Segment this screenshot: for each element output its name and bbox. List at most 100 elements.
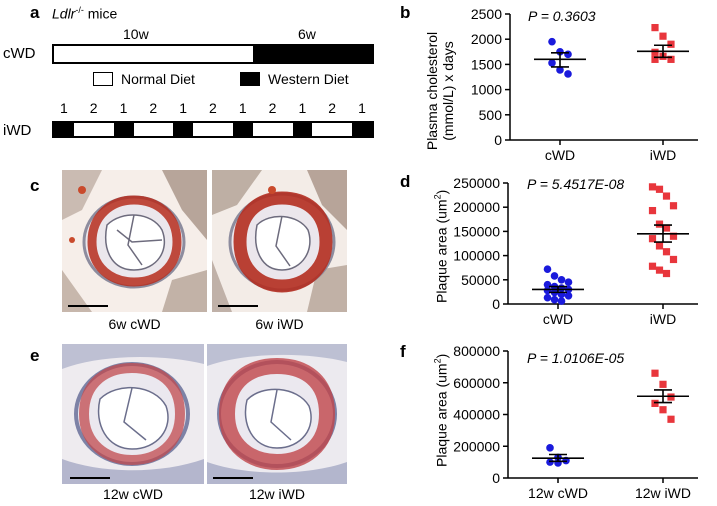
data-point	[648, 235, 657, 243]
panel-a-label: a	[30, 3, 40, 22]
chart-b-ylabel-line1: Plasma cholesterol	[424, 31, 440, 151]
data-point	[648, 206, 657, 215]
data-point	[564, 291, 573, 300]
histology-6w-iwd-image	[212, 170, 347, 312]
data-point	[662, 192, 671, 200]
data-point	[543, 265, 552, 273]
cwd-row-label: cWD	[3, 45, 36, 62]
data-point	[667, 415, 675, 423]
data-point	[655, 185, 664, 193]
iwd-western-segment	[173, 123, 194, 136]
caption-12w-iwd: 12w iWD	[248, 486, 305, 502]
iwd-western-segment	[113, 123, 134, 136]
data-point	[543, 293, 552, 302]
legend-normal-label: Normal Diet	[121, 71, 195, 87]
y-tick-label: 50000	[461, 272, 500, 288]
data-point	[655, 220, 664, 228]
data-point	[564, 70, 572, 78]
panel-e-label: e	[30, 346, 40, 365]
y-tick-label: 200000	[453, 199, 500, 215]
iwd-week-label: 2	[268, 100, 277, 116]
data-point	[557, 276, 566, 284]
mouse-strain-title: Ldlr-/- mice	[52, 5, 117, 22]
data-point	[659, 406, 667, 414]
data-point	[651, 24, 659, 32]
data-point	[667, 55, 675, 63]
chart-b-ylabel: Plasma cholesterol (mmol/L) x days	[424, 26, 456, 156]
y-tick-label: 500	[479, 107, 503, 123]
mouse-strain-suffix: mice	[83, 5, 118, 22]
data-point	[669, 255, 678, 264]
iwd-normal-segment	[312, 123, 353, 136]
y-tick-label: 600000	[453, 375, 500, 391]
data-point	[667, 40, 675, 48]
data-point	[648, 183, 657, 191]
data-point	[659, 380, 667, 388]
chart-d-pvalue-text: P = 5.4517E-08	[527, 176, 625, 192]
caption-12w-cwd: 12w cWD	[103, 486, 163, 502]
mouse-strain-genotype: -/-	[75, 5, 84, 15]
data-point	[669, 232, 678, 240]
iwd-normal-segment	[193, 123, 233, 136]
chart-f-pvalue: P = 1.0106E-05	[527, 350, 624, 366]
chart-b-pvalue: P = 0.3603	[528, 8, 596, 24]
y-tick-label: 1000	[471, 82, 502, 98]
y-tick-label: 150000	[453, 223, 500, 239]
panel-f-label: f	[400, 342, 406, 361]
data-point	[651, 48, 659, 56]
y-tick-label: 800000	[453, 343, 500, 359]
panel-d-label: d	[400, 172, 411, 191]
histology-6w-cwd-image	[62, 170, 207, 312]
y-tick-label: 200000	[453, 438, 500, 454]
data-point	[651, 55, 659, 63]
data-point	[648, 262, 657, 270]
iwd-normal-segment	[73, 123, 114, 136]
histology-12w-cwd-image	[62, 344, 204, 484]
data-point	[655, 266, 664, 274]
iwd-western-segment	[232, 123, 253, 136]
iwd-diet-bar	[52, 121, 374, 138]
histology-12w-iwd-image	[207, 344, 347, 484]
data-point	[556, 48, 564, 56]
iwd-western-segment	[54, 123, 74, 136]
y-tick-label: 250000	[453, 175, 500, 191]
iwd-western-segment	[292, 123, 313, 136]
iwd-normal-segment	[133, 123, 174, 136]
y-tick-label: 1500	[471, 56, 502, 72]
chart-b-pvalue-text: P = 0.3603	[528, 8, 596, 24]
iwd-week-label: 2	[209, 100, 217, 116]
legend-western-swatch	[240, 72, 260, 86]
x-tick-label: 12w cWD	[528, 485, 588, 501]
iwd-western-segment	[352, 123, 372, 136]
x-tick-label: iWD	[650, 147, 676, 163]
iwd-week-label: 1	[119, 100, 128, 116]
y-tick-label: 0	[492, 470, 500, 486]
data-point	[662, 269, 671, 278]
data-point	[548, 37, 556, 46]
data-point	[651, 369, 659, 377]
iwd-week-label: 2	[328, 100, 337, 116]
data-point	[557, 297, 566, 305]
x-tick-label: cWD	[545, 147, 575, 163]
legend-western-label: Western Diet	[268, 71, 349, 87]
chart-f: 0 200000 400000 600000 800000 12w cWD 12w iWD	[453, 343, 698, 501]
data-point	[662, 248, 671, 256]
panel-c-label: c	[30, 176, 40, 195]
legend-normal-swatch	[93, 72, 113, 86]
cwd-diet-bar	[52, 44, 374, 64]
panel-b-label: b	[400, 3, 411, 22]
x-tick-label: 12w iWD	[635, 485, 691, 501]
data-point	[662, 224, 671, 232]
cwd-normal-segment	[54, 46, 253, 62]
data-point	[548, 59, 556, 67]
y-tick-label: 0	[494, 132, 502, 148]
y-tick-label: 400000	[453, 407, 500, 423]
y-tick-label: 2500	[471, 6, 502, 22]
data-point	[564, 50, 572, 59]
caption-6w-cwd: 6w cWD	[108, 316, 161, 332]
iwd-week-label: 1	[179, 100, 187, 116]
data-point	[669, 202, 678, 210]
mouse-strain-gene: Ldlr	[52, 5, 76, 22]
iwd-week-label: 1	[59, 100, 68, 116]
